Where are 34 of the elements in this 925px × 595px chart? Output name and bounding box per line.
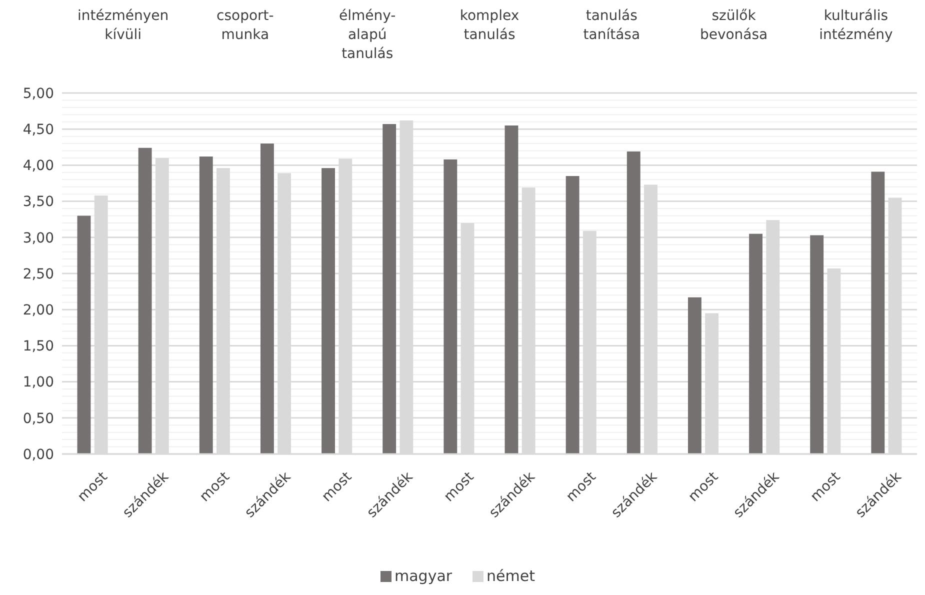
text: csoport-munka (216, 8, 274, 43)
bar (322, 168, 335, 454)
bar (871, 172, 885, 454)
bar (260, 144, 274, 454)
y-tick-label: 3,00 (22, 230, 54, 246)
legend-label: német (486, 567, 536, 585)
text: intézményen kívüli (78, 8, 169, 43)
bar (688, 297, 702, 454)
bar (504, 125, 518, 454)
bar (444, 159, 458, 454)
bar (566, 176, 580, 454)
bar (810, 235, 824, 454)
text: komplex tanulás (460, 8, 520, 43)
y-tick-label: 2,50 (22, 266, 54, 282)
y-tick-label: 3,50 (22, 194, 54, 210)
bar (138, 148, 152, 454)
bar (749, 234, 762, 454)
y-tick-label: 5,00 (22, 86, 54, 102)
text: tanulás tanítása (583, 8, 640, 43)
bar (199, 156, 213, 454)
bar (77, 216, 91, 454)
text: élmény-alapú tanulás (339, 8, 396, 62)
text: szülők bevonása (700, 8, 768, 43)
y-tick-label: 1,50 (22, 338, 54, 355)
y-tick-label: 2,00 (22, 302, 54, 318)
y-tick-label: 1,00 (22, 374, 54, 391)
legend-label: magyar (394, 567, 453, 585)
y-tick-label: 0,00 (22, 446, 54, 463)
y-tick-label: 4,50 (22, 122, 54, 138)
y-tick-label: 4,00 (22, 158, 54, 174)
bar (626, 151, 640, 454)
text: kulturális intézmény (819, 8, 893, 43)
bar (382, 124, 396, 454)
y-tick-label: 0,50 (22, 410, 54, 427)
